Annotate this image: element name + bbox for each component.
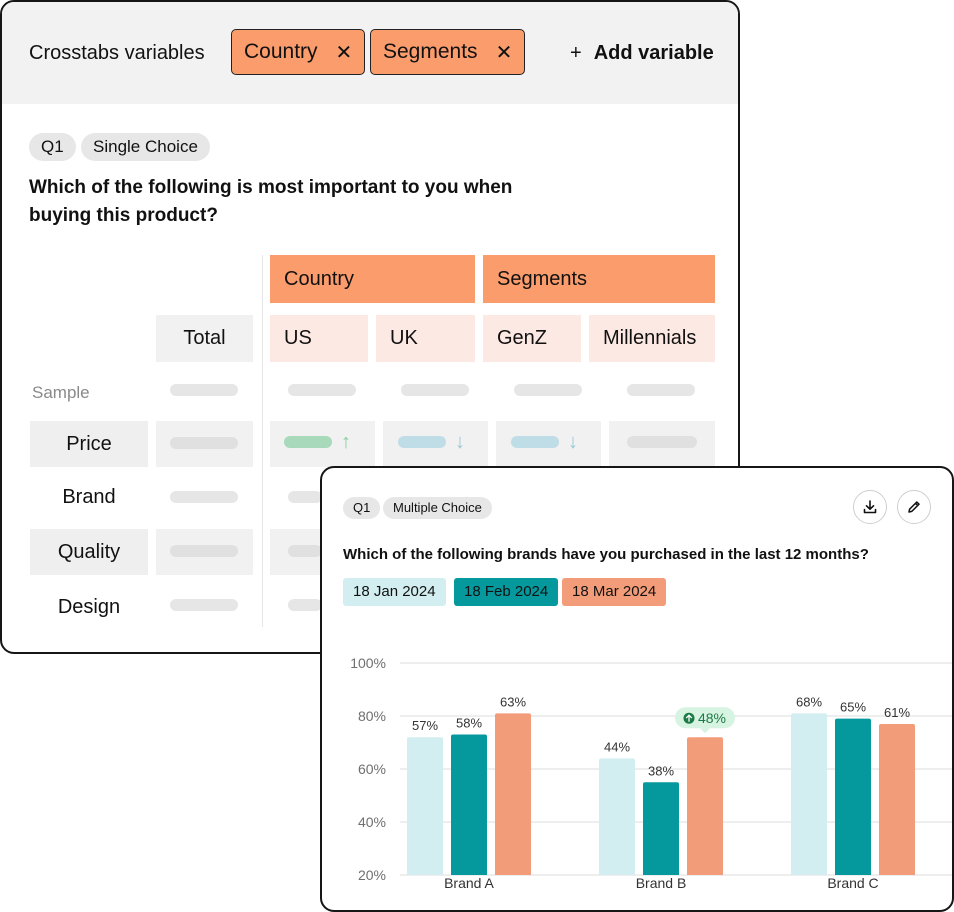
download-icon — [863, 500, 877, 514]
close-icon[interactable]: ✕ — [495, 41, 513, 64]
question-text: Which of the following is most important… — [29, 177, 513, 226]
add-variable-button[interactable]: + Add variable — [570, 42, 714, 65]
placeholder-bar — [398, 436, 446, 448]
crosstabs-card: Crosstabs variables Country ✕ Segments ✕… — [0, 0, 740, 654]
data-label: 61% — [884, 705, 910, 720]
placeholder-bar — [511, 436, 559, 448]
bar — [687, 737, 723, 875]
placeholder-bar — [284, 436, 332, 448]
crosstabs-header: Crosstabs variables Country ✕ Segments ✕… — [2, 2, 738, 104]
x-tick-label: Brand A — [444, 875, 494, 891]
group-header-country: Country — [270, 255, 475, 303]
bar — [791, 713, 827, 875]
placeholder-bar — [401, 384, 469, 396]
placeholder-bar — [170, 491, 238, 503]
column-header-uk: UK — [376, 315, 475, 362]
chart-question-text: Which of the following brands have you p… — [343, 546, 869, 563]
arrow-down-icon: ↓ — [568, 431, 578, 453]
data-label: 57% — [412, 718, 438, 733]
question-number-tag: Q1 — [29, 133, 76, 161]
date-chip-jan[interactable]: 18 Jan 2024 — [343, 578, 446, 606]
column-header-genz: GenZ — [483, 315, 581, 362]
row-label-design: Design — [57, 596, 121, 618]
data-label: 44% — [604, 739, 630, 754]
column-header-us: US — [270, 315, 368, 362]
y-tick-label: 40% — [358, 814, 386, 830]
bar — [451, 734, 487, 875]
bar — [835, 718, 871, 875]
placeholder-bar — [170, 599, 238, 611]
crosstabs-variables-label: Crosstabs variables — [29, 42, 205, 64]
x-tick-label: Brand C — [827, 875, 878, 891]
placeholder-bar — [627, 384, 695, 396]
sample-row-label: Sample — [32, 383, 90, 402]
placeholder-bar — [170, 437, 238, 449]
placeholder-bar — [170, 384, 238, 396]
data-label: 65% — [840, 700, 866, 715]
edit-button[interactable] — [897, 490, 931, 524]
question-number-tag: Q1 — [343, 497, 381, 519]
bar — [599, 758, 635, 875]
column-header-total: Total — [156, 315, 253, 362]
arrow-up-glyph — [685, 714, 693, 722]
plus-icon: + — [570, 42, 582, 64]
variable-chip-label: Country — [244, 40, 318, 63]
variable-chip-segments[interactable]: Segments ✕ — [370, 29, 526, 75]
row-label-price: Price — [30, 421, 148, 467]
row-label-brand: Brand — [62, 486, 116, 508]
data-label: 38% — [648, 763, 674, 778]
data-label: 68% — [796, 694, 822, 709]
y-tick-label: 60% — [358, 761, 386, 777]
arrow-down-icon: ↓ — [455, 431, 465, 453]
add-variable-label: Add variable — [593, 42, 714, 64]
bar — [495, 713, 531, 875]
pencil-icon — [908, 501, 920, 513]
data-label: 48% — [698, 710, 726, 726]
y-tick-label: 20% — [358, 867, 386, 883]
placeholder-bar — [288, 599, 322, 611]
data-label: 58% — [456, 716, 482, 731]
x-tick-label: Brand B — [636, 875, 687, 891]
placeholder-bar — [514, 384, 582, 396]
table-divider — [262, 255, 263, 627]
variable-chip-label: Segments — [383, 40, 478, 63]
column-header-millennials: Millennials — [589, 315, 715, 362]
placeholder-bar — [627, 436, 697, 448]
data-label: 63% — [500, 694, 526, 709]
arrow-up-icon: ↑ — [341, 431, 351, 453]
close-icon[interactable]: ✕ — [335, 41, 353, 64]
chart-card: Q1 Multiple Choice Which of the followin… — [320, 466, 954, 912]
highlight-badge-pointer — [700, 728, 710, 734]
bar — [643, 782, 679, 875]
placeholder-bar — [170, 545, 238, 557]
question-type-tag: Multiple Choice — [383, 497, 492, 519]
question-type-tag: Single Choice — [81, 133, 210, 161]
download-button[interactable] — [853, 490, 887, 524]
bar-chart: 100% 80% 60% 40% 20% 57% 58% 63% Brand A 44% 38% 48… — [350, 655, 952, 891]
group-header-segments: Segments — [483, 255, 715, 303]
bar — [407, 737, 443, 875]
placeholder-bar — [288, 491, 322, 503]
row-label-quality: Quality — [30, 529, 148, 575]
y-tick-label: 80% — [358, 708, 386, 724]
date-chip-feb[interactable]: 18 Feb 2024 — [454, 578, 559, 606]
placeholder-bar — [288, 384, 356, 396]
y-tick-label: 100% — [350, 655, 386, 671]
placeholder-bar — [288, 545, 322, 557]
variable-chip-country[interactable]: Country ✕ — [231, 29, 366, 75]
bar — [879, 723, 915, 875]
date-chip-mar[interactable]: 18 Mar 2024 — [562, 578, 667, 606]
